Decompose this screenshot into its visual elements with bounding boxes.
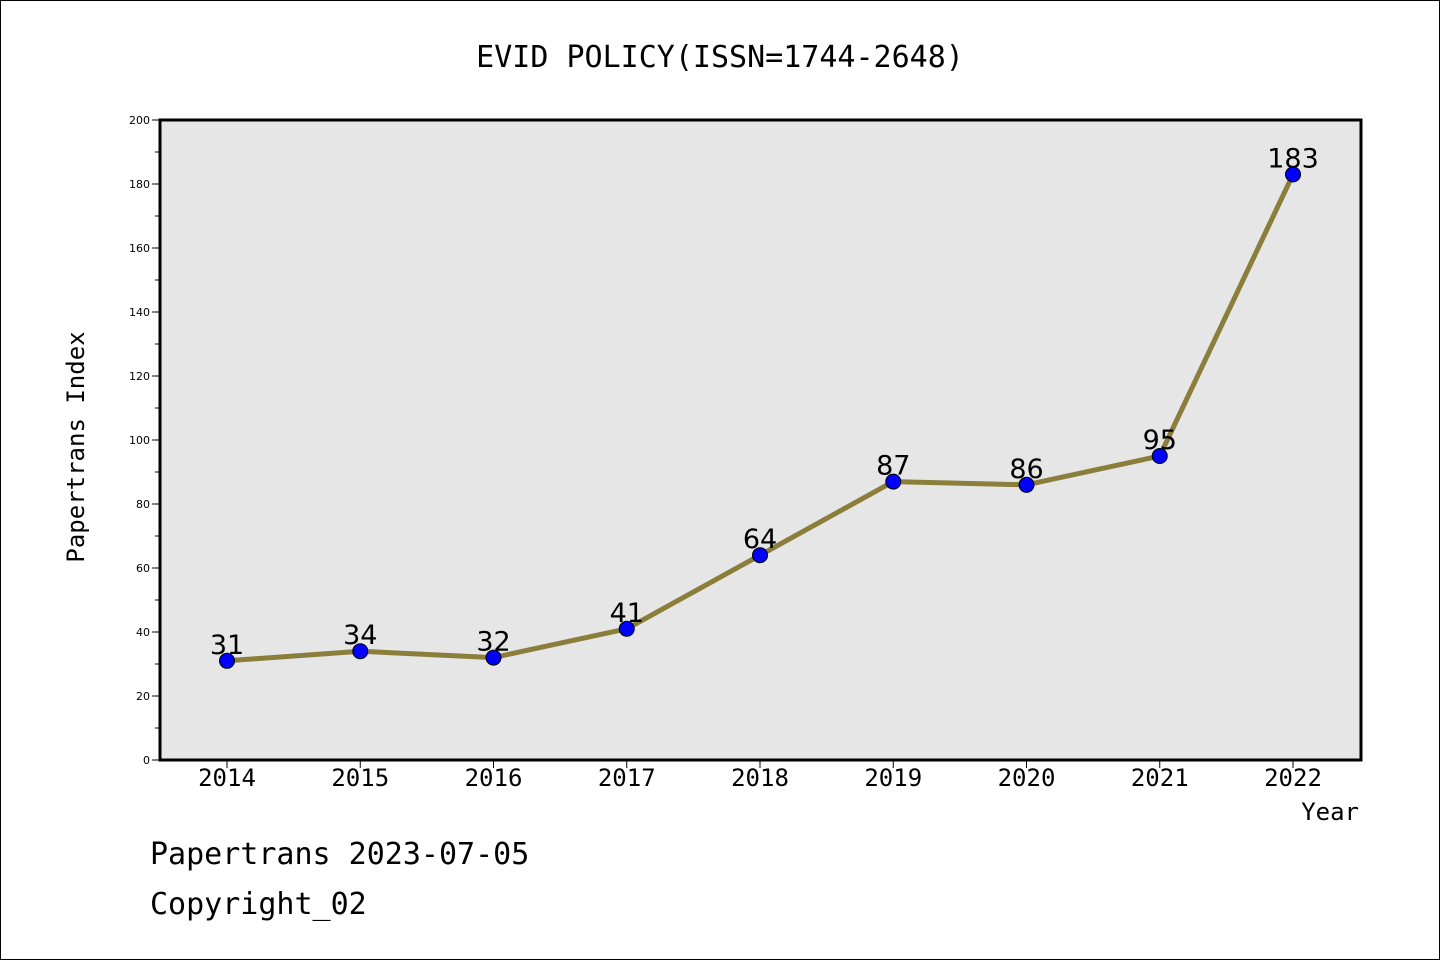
- data-point: [352, 643, 369, 660]
- series-group: 31 34 32 41 64 87 86 95 183: [210, 143, 1319, 669]
- data-point: [618, 620, 635, 637]
- chart-title: EVID POLICY(ISSN=1744-2648): [476, 40, 964, 75]
- data-label: 95: [1143, 425, 1177, 456]
- data-point: [219, 652, 235, 669]
- footer-date: Papertrans 2023-07-05: [150, 837, 529, 872]
- data-label: 86: [1009, 454, 1043, 485]
- x-tick-label: 2020: [998, 764, 1056, 792]
- y-axis: 0 20 40 60 80 100 120 140 160 180 200: [129, 114, 160, 767]
- data-point: [1285, 166, 1301, 183]
- y-tick-label: 100: [129, 434, 150, 447]
- y-tick-label: 160: [129, 242, 150, 255]
- data-label: 87: [876, 451, 910, 482]
- x-tick-label: 2022: [1264, 764, 1322, 792]
- x-tick-label: 2019: [864, 764, 922, 792]
- y-tick-label: 0: [143, 754, 150, 767]
- x-axis: 2014 2015 2016 2017 2018 2019 2020 2021 2022: [198, 760, 1322, 792]
- x-tick-label: 2016: [465, 764, 523, 792]
- x-tick-label: 2021: [1131, 764, 1189, 792]
- data-point: [485, 649, 502, 666]
- data-point: [885, 473, 902, 490]
- y-tick-label: 20: [136, 690, 150, 703]
- footer-copyright: Copyright_02: [150, 887, 367, 922]
- data-label: 64: [743, 524, 777, 555]
- x-tick-label: 2018: [731, 764, 789, 792]
- data-label: 183: [1267, 143, 1319, 174]
- data-label: 34: [343, 620, 377, 651]
- data-label: 41: [610, 598, 644, 629]
- data-point: [1151, 448, 1168, 464]
- y-tick-label: 180: [129, 178, 150, 191]
- x-tick-label: 2014: [198, 764, 256, 792]
- x-axis-label: Year: [1301, 798, 1359, 826]
- x-tick-label: 2017: [598, 764, 656, 792]
- y-tick-label: 40: [136, 626, 150, 639]
- data-point: [1018, 476, 1035, 493]
- x-tick-label: 2015: [331, 764, 389, 792]
- y-tick-label: 140: [129, 306, 150, 319]
- y-axis-label: Papertrans Index: [62, 331, 90, 562]
- y-tick-label: 60: [136, 562, 150, 575]
- y-tick-label: 120: [129, 370, 150, 383]
- y-tick-label: 80: [136, 498, 150, 511]
- data-point: [752, 547, 768, 564]
- plot-area: [158, 118, 1363, 762]
- y-tick-label: 200: [129, 114, 150, 127]
- data-label: 31: [210, 630, 244, 661]
- data-label: 32: [476, 627, 510, 658]
